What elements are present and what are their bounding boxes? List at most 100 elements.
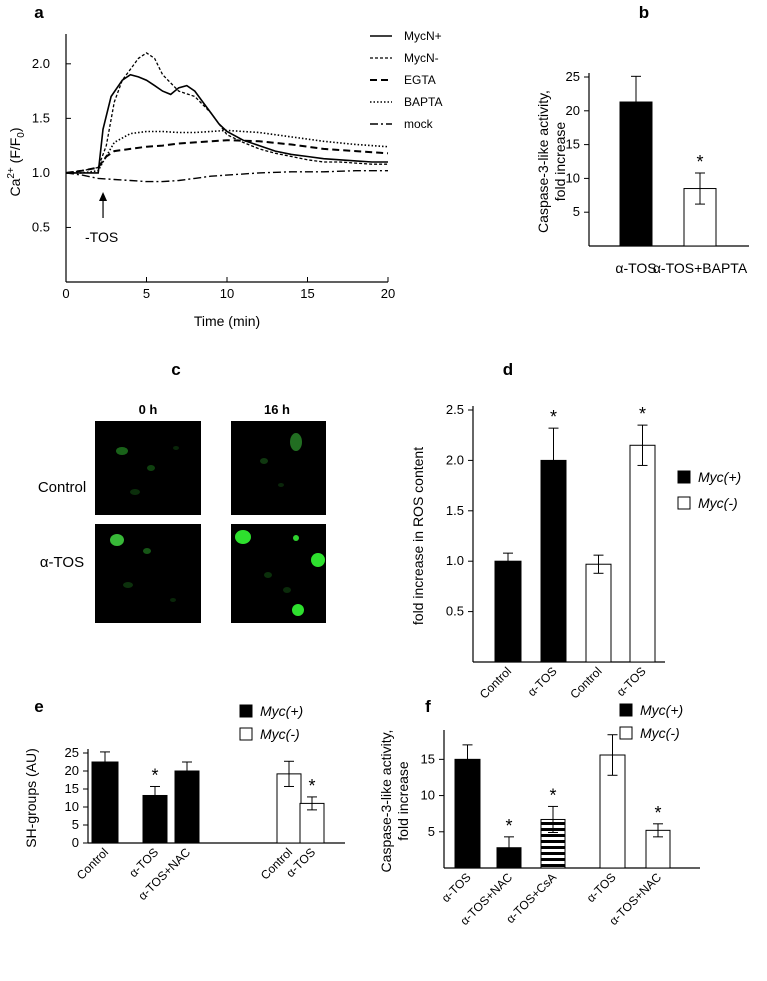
a-x-tick-label: 10 [220,286,234,301]
d-legend-swatch-1 [677,496,691,510]
e-legend-label-0: Myc(+) [260,703,303,719]
f-y-axis-label-line2: fold increase [395,761,411,841]
panel-label-a: a [34,3,44,22]
d-y-tick-label: 1.0 [446,553,464,568]
micrograph-atos-0h [95,524,201,623]
d-y-tick-label: 1.5 [446,503,464,518]
a-x-axis-label: Time (min) [194,313,260,329]
e-y-tick-label: 0 [72,835,79,850]
panel-a-calcium-chart: a 0.5 1.0 1.5 2.0 0 5 10 15 20 Time (min) Ca2+ (F/F… [6,3,442,329]
f-significance-star-4: * [654,803,661,823]
a-series-line-mycn- [66,73,388,174]
b-y-tick-label: 15 [566,137,580,152]
e-y-tick-label: 10 [65,799,79,814]
panel-b-caspase-bapta-chart: b 5 10 15 20 25 Caspase-3-like activity,fold i… [535,3,749,276]
e-legend-label-1: Myc(-) [260,726,300,742]
d-y-axis-label: fold increase in ROS content [410,447,426,625]
a-x-tick-label: 5 [143,286,150,301]
micrograph-row-control: Control [38,479,86,496]
e-category-label-0: Control [74,845,111,882]
panel-label-e: e [34,697,43,716]
e-y-tick-label: 25 [65,745,79,760]
e-y-tick-label: 20 [65,763,79,778]
a-y-axis-label-sup: 2+ [6,167,17,179]
d-legend-swatch-0 [677,470,691,484]
panel-label-d: d [503,360,513,379]
e-legend-swatch-1 [239,727,253,741]
a-y-tick-label: 2.0 [32,56,50,71]
a-x-tick-label: 20 [381,286,395,301]
e-y-tick-label: 5 [72,817,79,832]
panel-label-c: c [171,360,180,379]
e-y-axis-label: SH-groups (AU) [23,748,39,848]
e-bar-1 [142,794,168,844]
a-y-axis-label-close: ) [7,127,23,132]
d-y-tick-label: 2.0 [446,452,464,467]
e-bar-2 [174,770,200,844]
d-significance-star-1: * [550,407,557,427]
micrograph-control-16h [231,421,326,515]
d-category-label-3: α-TOS [614,664,649,699]
e-legend-swatch-0 [239,704,253,718]
a-legend-label-3: BAPTA [404,95,442,109]
panel-f-caspase-nac-csa-chart: f 5 10 15 Caspase-3-like activity,fold incre… [378,697,700,928]
a-legend-label-4: mock [404,117,434,131]
a-legend-label-1: MycN- [404,51,439,65]
micrograph-column-0h: 0 h [139,402,158,417]
f-y-tick-label: 10 [421,788,435,803]
a-series-line-mycn- [65,52,388,174]
f-y-tick-label: 5 [428,824,435,839]
f-legend-label-1: Myc(-) [640,725,680,741]
f-significance-star-1: * [505,816,512,836]
micrograph-row-atos: α-TOS [40,554,84,571]
e-significance-star-1: * [151,765,158,785]
a-y-axis-label: Ca2+ (F/F0) [6,127,27,196]
e-significance-star-4: * [308,776,315,796]
b-y-axis-label: Caspase-3-like activity,fold increase [535,90,568,233]
a-annotation-tos: -TOS [85,229,118,245]
b-y-tick-label: 25 [566,69,580,84]
panel-c-micrographs: c 0 h 16 h Control α-TOS [38,360,326,623]
d-bar-3 [629,444,656,663]
d-bar-0 [494,560,522,663]
f-bar-0 [454,758,481,869]
b-y-tick-label: 10 [566,170,580,185]
a-legend-label-2: EGTA [404,73,436,87]
a-y-tick-label: 1.5 [32,110,50,125]
panel-label-f: f [425,697,431,716]
f-category-label-3: α-TOS [584,870,619,905]
d-y-tick-label: 0.5 [446,604,464,619]
b-y-tick-label: 20 [566,103,580,118]
d-bar-2 [585,563,612,663]
d-legend-label-0: Myc(+) [698,469,741,485]
a-y-axis-label-ca: Ca [7,178,23,196]
b-y-axis-label-line2: fold increase [552,122,568,202]
f-legend-label-0: Myc(+) [640,702,683,718]
f-y-axis-label-line1: Caspase-3-like activity, [378,730,394,873]
b-category-label-0: α-TOS [615,260,656,276]
e-bar-4 [299,802,325,844]
micrograph-control-0h [95,421,201,515]
f-legend-swatch-1 [619,726,633,740]
f-bar-1 [496,847,522,869]
f-y-tick-label: 15 [421,751,435,766]
a-legend-label-0: MycN+ [404,29,442,43]
d-category-label-0: Control [477,664,514,701]
a-series-line-mock [65,170,388,183]
d-significance-star-3: * [639,404,646,424]
a-y-tick-label: 1.0 [32,165,50,180]
f-significance-star-2: * [549,785,556,805]
a-x-tick-label: 15 [300,286,314,301]
a-x-tick-label: 0 [62,286,69,301]
d-category-label-2: Control [567,664,604,701]
a-y-axis-label-sub: 0 [16,132,27,138]
b-bar-0 [619,101,653,247]
micrograph-atos-16h [231,524,326,623]
b-significance-star-1: * [696,152,703,172]
b-category-label-1: α-TOS+BAPTA [653,260,748,276]
a-y-tick-label: 0.5 [32,219,50,234]
f-category-label-0: α-TOS [439,870,474,905]
d-legend-label-1: Myc(-) [698,495,738,511]
